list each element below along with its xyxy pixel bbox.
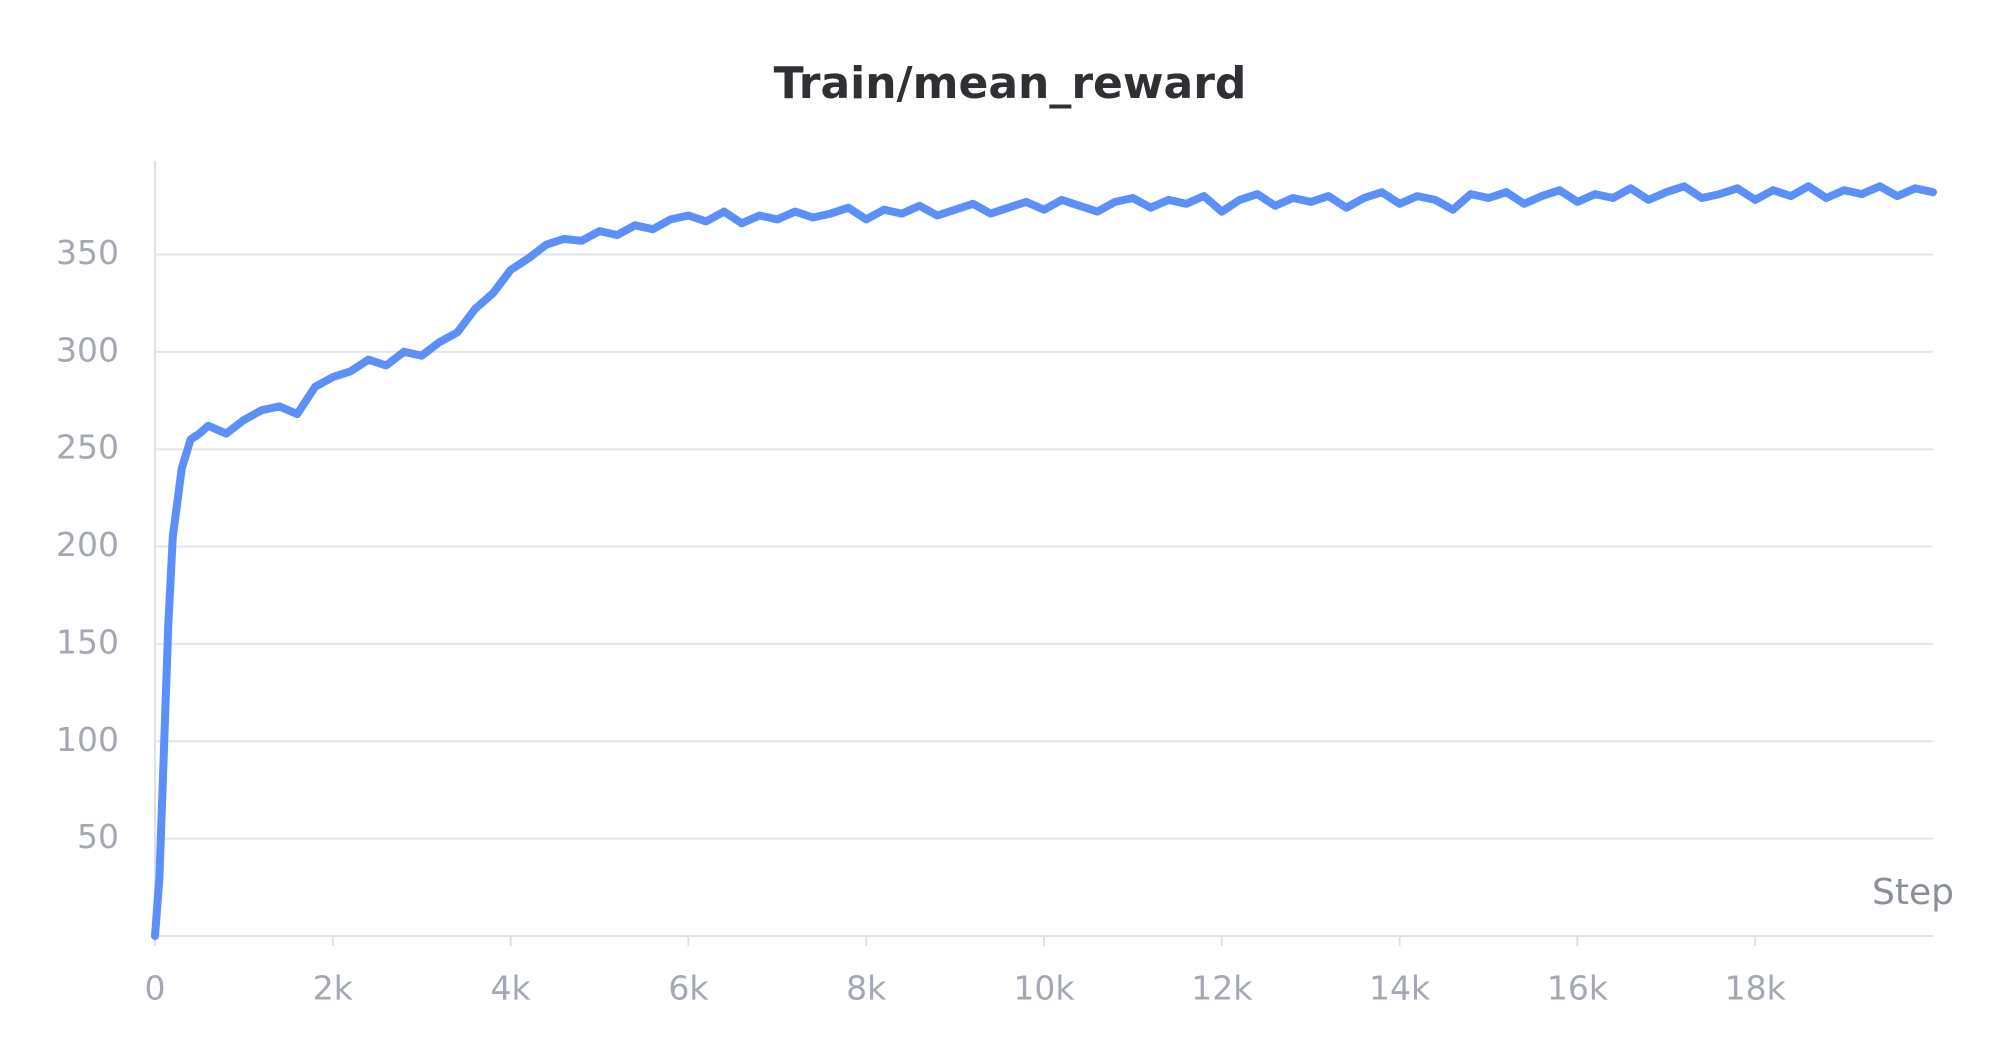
x-tick-label: 4k: [491, 969, 532, 1008]
y-tick-label: 300: [56, 330, 119, 369]
x-tick-label: 2k: [313, 969, 354, 1008]
line: [151, 182, 1937, 940]
y-tick-label: 200: [56, 525, 119, 564]
x-tick-label: 12k: [1191, 969, 1253, 1008]
x-tick-label: 14k: [1369, 969, 1431, 1008]
x-tick-label: 18k: [1725, 969, 1787, 1008]
y-tick-label: 50: [77, 817, 119, 856]
y-tick-label: 100: [56, 720, 119, 759]
x-tick-label: 0: [145, 969, 166, 1008]
y-tick-label: 350: [56, 233, 119, 272]
y-tick-label: 150: [56, 622, 119, 661]
chart-title: Train/mean_reward: [774, 58, 1247, 109]
x-tick-label: 6k: [668, 969, 709, 1008]
y-tick-label: 250: [56, 428, 119, 467]
x-tick-label: 10k: [1013, 969, 1075, 1008]
x-tick-label: 8k: [846, 969, 887, 1008]
x-axis-label: Step: [1872, 872, 1954, 913]
x-tick-label: 16k: [1547, 969, 1609, 1008]
